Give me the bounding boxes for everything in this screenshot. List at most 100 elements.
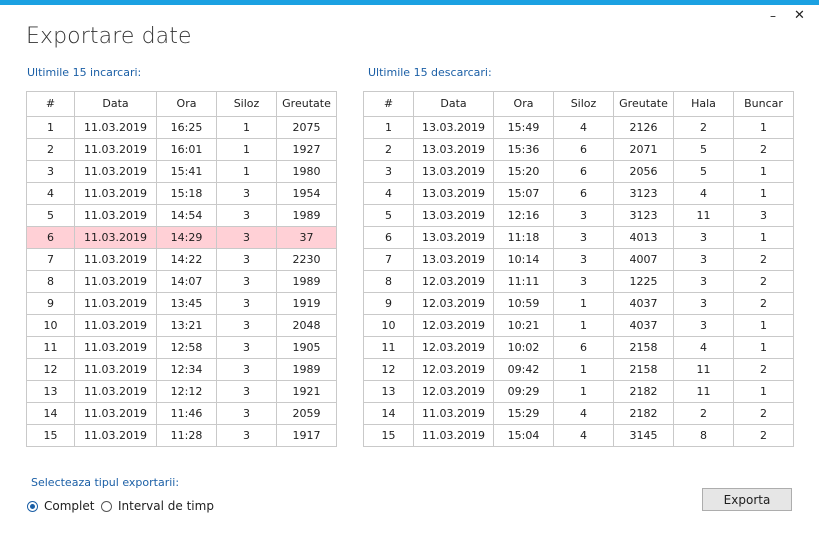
column-header[interactable]: Hala bbox=[673, 91, 734, 117]
export-type-label: Selecteaza tipul exportarii: bbox=[31, 476, 180, 489]
table-row[interactable]: 11 12.03.2019 10:02 6 2158 4 1 bbox=[363, 336, 794, 359]
column-header[interactable]: # bbox=[363, 91, 414, 117]
column-header[interactable]: Greutate bbox=[276, 91, 337, 117]
table-cell: 11.03.2019 bbox=[74, 336, 157, 359]
table-row[interactable]: 10 11.03.2019 13:21 3 2048 bbox=[26, 314, 337, 337]
table-cell: 1 bbox=[216, 160, 277, 183]
minimize-icon[interactable]: – bbox=[770, 9, 776, 23]
table-cell: 11.03.2019 bbox=[74, 204, 157, 227]
table-cell: 4 bbox=[26, 182, 75, 205]
table-row[interactable]: 2 13.03.2019 15:36 6 2071 5 2 bbox=[363, 138, 794, 161]
window-accent-bar bbox=[0, 0, 819, 5]
table-cell: 16:01 bbox=[156, 138, 217, 161]
table-cell: 2158 bbox=[613, 336, 674, 359]
table-cell: 6 bbox=[553, 138, 614, 161]
table-row[interactable]: 4 13.03.2019 15:07 6 3123 4 1 bbox=[363, 182, 794, 205]
table-cell: 11.03.2019 bbox=[74, 292, 157, 315]
table-cell: 2 bbox=[733, 424, 794, 447]
column-header[interactable]: Data bbox=[413, 91, 494, 117]
column-header[interactable]: Siloz bbox=[216, 91, 277, 117]
table-cell: 11.03.2019 bbox=[74, 358, 157, 381]
column-header[interactable]: Buncar bbox=[733, 91, 794, 117]
column-header[interactable]: Greutate bbox=[613, 91, 674, 117]
table-cell: 4 bbox=[673, 182, 734, 205]
table-cell: 8 bbox=[673, 424, 734, 447]
table-cell: 11 bbox=[363, 336, 414, 359]
table-row[interactable]: 13 11.03.2019 12:12 3 1921 bbox=[26, 380, 337, 403]
table-cell: 10 bbox=[26, 314, 75, 337]
table-cell: 2 bbox=[733, 138, 794, 161]
table-cell: 3 bbox=[216, 292, 277, 315]
table-header-row: # Data Ora Siloz Greutate bbox=[26, 91, 337, 117]
table-cell: 8 bbox=[363, 270, 414, 293]
table-row[interactable]: 5 11.03.2019 14:54 3 1989 bbox=[26, 204, 337, 227]
column-header[interactable]: # bbox=[26, 91, 75, 117]
column-header[interactable]: Ora bbox=[156, 91, 217, 117]
table-row[interactable]: 2 11.03.2019 16:01 1 1927 bbox=[26, 138, 337, 161]
table-cell: 13.03.2019 bbox=[413, 226, 494, 249]
table-row[interactable]: 9 11.03.2019 13:45 3 1919 bbox=[26, 292, 337, 315]
radio-interval-de-timp[interactable]: Interval de timp bbox=[101, 499, 214, 513]
table-cell: 2 bbox=[733, 248, 794, 271]
export-button[interactable]: Exporta bbox=[702, 488, 792, 511]
radio-complet[interactable]: Complet bbox=[27, 499, 94, 513]
table-row[interactable]: 8 12.03.2019 11:11 3 1225 3 2 bbox=[363, 270, 794, 293]
table-cell: 6 bbox=[553, 182, 614, 205]
incarcari-table: # Data Ora Siloz Greutate 1 11.03.2019 16:25 1 2… bbox=[26, 91, 337, 447]
table-cell: 11.03.2019 bbox=[74, 138, 157, 161]
table-row[interactable]: 12 11.03.2019 12:34 3 1989 bbox=[26, 358, 337, 381]
table-cell: 1 bbox=[216, 138, 277, 161]
table-cell: 2071 bbox=[613, 138, 674, 161]
table-row[interactable]: 9 12.03.2019 10:59 1 4037 3 2 bbox=[363, 292, 794, 315]
table-cell: 12.03.2019 bbox=[413, 314, 494, 337]
radio-unselected-icon[interactable] bbox=[101, 500, 112, 512]
table-cell: 1989 bbox=[276, 358, 337, 381]
table-row[interactable]: 6 13.03.2019 11:18 3 4013 3 1 bbox=[363, 226, 794, 249]
table-row[interactable]: 10 12.03.2019 10:21 1 4037 3 1 bbox=[363, 314, 794, 337]
table-cell: 2126 bbox=[613, 116, 674, 139]
table-cell: 2 bbox=[733, 270, 794, 293]
table-row[interactable]: 7 11.03.2019 14:22 3 2230 bbox=[26, 248, 337, 271]
table-cell: 1921 bbox=[276, 380, 337, 403]
table-cell: 11.03.2019 bbox=[74, 270, 157, 293]
table-cell: 1 bbox=[733, 314, 794, 337]
table-row[interactable]: 15 11.03.2019 15:04 4 3145 8 2 bbox=[363, 424, 794, 447]
table-row[interactable]: 1 13.03.2019 15:49 4 2126 2 1 bbox=[363, 116, 794, 139]
table-row[interactable]: 4 11.03.2019 15:18 3 1954 bbox=[26, 182, 337, 205]
incarcari-label: Ultimile 15 incarcari: bbox=[27, 66, 142, 79]
table-cell: 2 bbox=[363, 138, 414, 161]
table-cell: 10 bbox=[363, 314, 414, 337]
radio-interval-label: Interval de timp bbox=[118, 499, 214, 513]
table-cell: 11.03.2019 bbox=[74, 380, 157, 403]
table-cell: 11:28 bbox=[156, 424, 217, 447]
table-cell: 1 bbox=[733, 226, 794, 249]
table-cell: 3 bbox=[216, 336, 277, 359]
table-cell: 13.03.2019 bbox=[413, 248, 494, 271]
table-cell: 11:46 bbox=[156, 402, 217, 425]
table-row[interactable]: 15 11.03.2019 11:28 3 1917 bbox=[26, 424, 337, 447]
table-cell: 11 bbox=[673, 380, 734, 403]
table-row[interactable]: 11 11.03.2019 12:58 3 1905 bbox=[26, 336, 337, 359]
table-row[interactable]: 7 13.03.2019 10:14 3 4007 3 2 bbox=[363, 248, 794, 271]
table-row[interactable]: 12 12.03.2019 09:42 1 2158 11 2 bbox=[363, 358, 794, 381]
close-icon[interactable]: ✕ bbox=[794, 8, 805, 23]
table-row[interactable]: 8 11.03.2019 14:07 3 1989 bbox=[26, 270, 337, 293]
table-header-row: # Data Ora Siloz Greutate Hala Buncar bbox=[363, 91, 794, 117]
radio-selected-icon[interactable] bbox=[27, 500, 38, 512]
column-header[interactable]: Siloz bbox=[553, 91, 614, 117]
table-row[interactable]: 6 11.03.2019 14:29 3 37 bbox=[26, 226, 337, 249]
table-cell: 14:54 bbox=[156, 204, 217, 227]
table-cell: 1 bbox=[553, 358, 614, 381]
table-row[interactable]: 14 11.03.2019 11:46 3 2059 bbox=[26, 402, 337, 425]
table-cell: 2 bbox=[733, 358, 794, 381]
table-row[interactable]: 1 11.03.2019 16:25 1 2075 bbox=[26, 116, 337, 139]
table-cell: 4037 bbox=[613, 292, 674, 315]
table-row[interactable]: 3 13.03.2019 15:20 6 2056 5 1 bbox=[363, 160, 794, 183]
table-row[interactable]: 3 11.03.2019 15:41 1 1980 bbox=[26, 160, 337, 183]
table-cell: 4 bbox=[673, 336, 734, 359]
table-row[interactable]: 14 11.03.2019 15:29 4 2182 2 2 bbox=[363, 402, 794, 425]
table-row[interactable]: 5 13.03.2019 12:16 3 3123 11 3 bbox=[363, 204, 794, 227]
column-header[interactable]: Ora bbox=[493, 91, 554, 117]
table-row[interactable]: 13 12.03.2019 09:29 1 2182 11 1 bbox=[363, 380, 794, 403]
column-header[interactable]: Data bbox=[74, 91, 157, 117]
